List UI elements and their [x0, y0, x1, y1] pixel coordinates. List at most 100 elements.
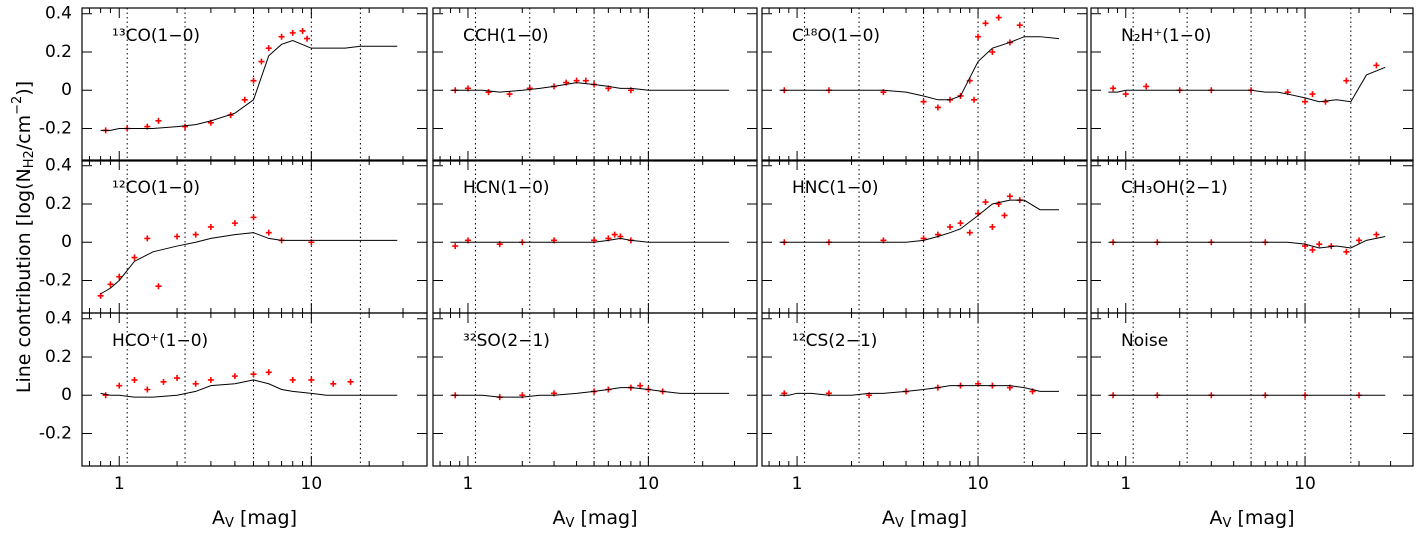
median-line [779, 36, 1060, 101]
median-line [779, 199, 1059, 243]
x-label-part: [mag] [234, 507, 297, 529]
point [920, 98, 927, 105]
point [304, 35, 311, 42]
point [289, 376, 296, 383]
y-tick-label: -0.2 [39, 118, 72, 138]
point [611, 231, 618, 238]
x-tick-label: 10 [301, 474, 323, 494]
point [947, 223, 954, 230]
point [265, 369, 272, 376]
x-label-part: A [212, 507, 225, 529]
panel-frame [1090, 312, 1414, 467]
x-label-part: A [1210, 507, 1223, 529]
point [582, 77, 589, 84]
point [1122, 91, 1129, 98]
median-line [100, 39, 398, 131]
point [485, 89, 492, 96]
point [1309, 246, 1316, 253]
point [975, 33, 982, 40]
x-label-part: [mag] [1231, 507, 1294, 529]
y-label-part: Line contribution [log(N [13, 168, 35, 393]
panel-title: ¹³CO(1−0) [112, 26, 200, 46]
panel-frame [432, 312, 758, 467]
point [102, 392, 109, 399]
point [1016, 22, 1023, 29]
panel: 1 10 -0.2 0 0.2 0.4 HCO⁺(1−0) [39, 309, 428, 494]
y-label-part: −2 [10, 96, 25, 115]
point [116, 273, 123, 280]
point [192, 231, 199, 238]
x-tick-label: 1 [463, 474, 474, 494]
point [330, 380, 337, 387]
point [250, 77, 257, 84]
point [116, 382, 123, 389]
x-tick-label: 10 [638, 474, 660, 494]
point [207, 223, 214, 230]
point [155, 283, 162, 290]
panel: -0.2 0 0.2 0.4 ¹³CO(1−0) [39, 4, 428, 162]
point [1373, 62, 1380, 69]
panel: 1 10 ³²SO(2−1) [432, 312, 758, 494]
y-tick-label: 0 [61, 80, 72, 100]
point [174, 375, 181, 382]
y-tick-label: -0.2 [39, 423, 72, 443]
point [182, 123, 189, 130]
y-tick-label: 0.4 [45, 309, 72, 329]
panel-title: N₂H⁺(1−0) [1121, 26, 1211, 46]
point [1343, 248, 1350, 255]
panel-title: CCH(1−0) [463, 26, 549, 46]
point [637, 382, 644, 389]
point [241, 96, 248, 103]
panel-title: ¹²CS(2−1) [792, 331, 877, 351]
panel-title: ³²SO(2−1) [463, 331, 550, 351]
y-tick-label: 0 [61, 385, 72, 405]
x-axis-label: AV [mag] [212, 507, 297, 531]
panel-title: Noise [1121, 331, 1168, 351]
median-line [1108, 66, 1386, 103]
point [155, 117, 162, 124]
point [506, 91, 513, 98]
panel: -0.2 0 0.2 0.4 ¹²CO(1−0) [39, 156, 428, 314]
panel: 1 10 ¹²CS(2−1) [761, 312, 1088, 494]
point [192, 380, 199, 387]
y-tick-label: 0.4 [45, 4, 72, 24]
point [231, 373, 238, 380]
point [144, 386, 151, 393]
point [452, 243, 459, 250]
point [258, 58, 265, 65]
median-line [450, 82, 730, 93]
point [1373, 231, 1380, 238]
panel: C¹⁸O(1−0) [761, 7, 1088, 162]
point [308, 376, 315, 383]
point [278, 33, 285, 40]
point [982, 199, 989, 206]
median-line [1108, 236, 1386, 249]
point [982, 20, 989, 27]
panel: N₂H⁺(1−0) [1090, 7, 1414, 162]
y-label-part: H2 [22, 150, 37, 168]
point [989, 48, 996, 55]
panel-frame [432, 7, 758, 162]
median-line [450, 387, 730, 398]
y-tick-label: 0.2 [45, 194, 72, 214]
point [989, 223, 996, 230]
x-tick-label: 1 [792, 474, 803, 494]
panel: 1 10 Noise [1090, 312, 1414, 494]
x-label-part: [mag] [904, 507, 967, 529]
panel: CCH(1−0) [432, 7, 758, 162]
point [131, 376, 138, 383]
panel-frame [81, 7, 428, 162]
point [347, 378, 354, 385]
panel-frame [81, 312, 428, 467]
panel-title: HNC(1−0) [792, 178, 879, 198]
x-axis-label: AV [mag] [882, 507, 967, 531]
median-line [779, 385, 1059, 396]
point [995, 200, 1002, 207]
panel: HCN(1−0) [432, 159, 758, 314]
panel-title: HCO⁺(1−0) [112, 331, 208, 351]
x-label-part: [mag] [574, 507, 637, 529]
point [1309, 91, 1316, 98]
x-label-part: A [882, 507, 895, 529]
panel-title: ¹²CO(1−0) [112, 178, 200, 198]
